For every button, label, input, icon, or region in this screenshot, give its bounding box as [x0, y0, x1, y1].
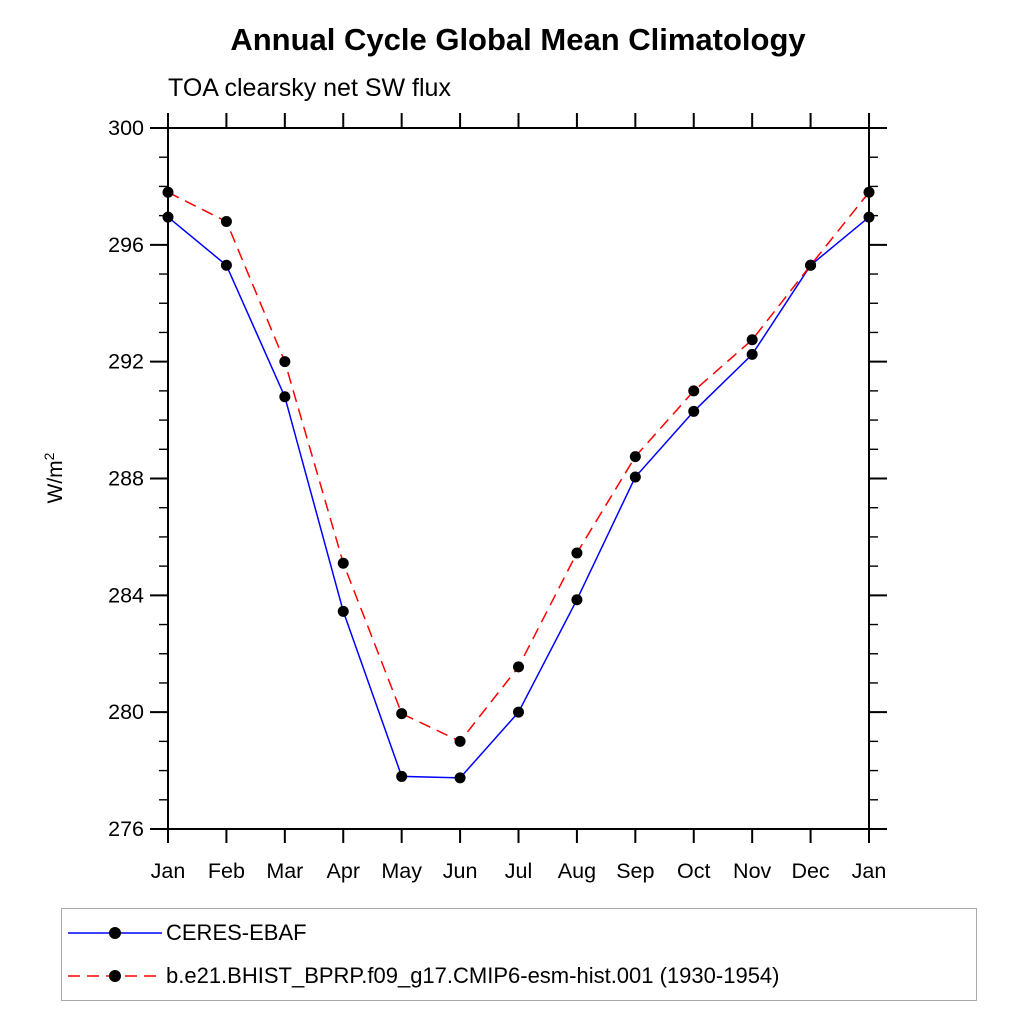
data-point-marker — [629, 451, 641, 463]
y-tick-label: 292 — [108, 350, 144, 374]
x-tick-label: Jun — [443, 859, 478, 883]
x-tick-label: Jul — [505, 859, 532, 883]
page-subtitle: TOA clearsky net SW flux — [168, 74, 451, 102]
data-point-marker — [220, 215, 232, 227]
plot-border — [167, 127, 870, 830]
x-tick-label: Jan — [852, 859, 887, 883]
data-point-marker — [863, 186, 875, 198]
legend-line-sample-dashed — [68, 969, 162, 982]
y-tick-label: 284 — [108, 583, 144, 607]
y-tick-label: 280 — [108, 700, 144, 724]
data-point-marker — [571, 547, 583, 559]
data-point-marker — [629, 471, 641, 483]
data-point-marker — [571, 594, 583, 606]
x-tick-label: May — [381, 859, 422, 883]
legend-line-sample-solid — [68, 927, 162, 940]
data-point-marker — [396, 708, 408, 720]
data-point-marker — [162, 211, 174, 223]
data-point-marker — [337, 557, 349, 569]
legend-item: CERES-EBAF — [66, 913, 976, 953]
data-point-marker — [688, 385, 700, 397]
data-point-marker — [337, 605, 349, 617]
legend-label: b.e21.BHIST_BPRP.f09_g17.CMIP6-esm-hist.… — [166, 962, 780, 988]
data-point-marker — [279, 391, 291, 403]
data-point-marker — [688, 405, 700, 417]
data-point-marker — [863, 211, 875, 223]
x-tick-label: Nov — [733, 859, 771, 883]
data-point-marker — [746, 348, 758, 360]
x-tick-label: Dec — [791, 859, 829, 883]
x-tick-label: Mar — [266, 859, 303, 883]
legend-item: b.e21.BHIST_BPRP.f09_g17.CMIP6-esm-hist.… — [66, 956, 976, 996]
y-tick-label: 288 — [108, 467, 144, 491]
page-title: Annual Cycle Global Mean Climatology — [230, 22, 806, 57]
x-tick-label: Aug — [558, 859, 596, 883]
y-tick-label: 300 — [108, 116, 144, 140]
legend: CERES-EBAF b.e21.BHIST_BPRP.f09_g17.CMIP… — [61, 908, 977, 1001]
series-line-0 — [167, 216, 870, 779]
legend-marker-icon — [109, 969, 121, 982]
data-point-marker — [162, 186, 174, 198]
data-point-marker — [513, 661, 524, 673]
data-point-marker — [279, 356, 291, 368]
y-tick-label: 296 — [108, 233, 144, 257]
x-tick-label: Feb — [208, 859, 245, 883]
legend-label: CERES-EBAF — [166, 920, 307, 946]
legend-marker-icon — [109, 927, 121, 940]
data-point-marker — [454, 772, 466, 784]
data-point-marker — [220, 259, 232, 271]
x-tick-label: Oct — [677, 859, 710, 883]
data-point-marker — [396, 770, 408, 782]
data-point-marker — [513, 706, 524, 718]
y-tick-label: 276 — [108, 817, 144, 841]
data-point-marker — [805, 259, 817, 271]
x-tick-label: Jan — [151, 859, 186, 883]
series-line-1 — [167, 191, 870, 743]
data-point-marker — [746, 334, 758, 346]
data-point-marker — [454, 735, 466, 747]
x-tick-label: Apr — [327, 859, 360, 883]
x-tick-label: Sep — [616, 859, 654, 883]
